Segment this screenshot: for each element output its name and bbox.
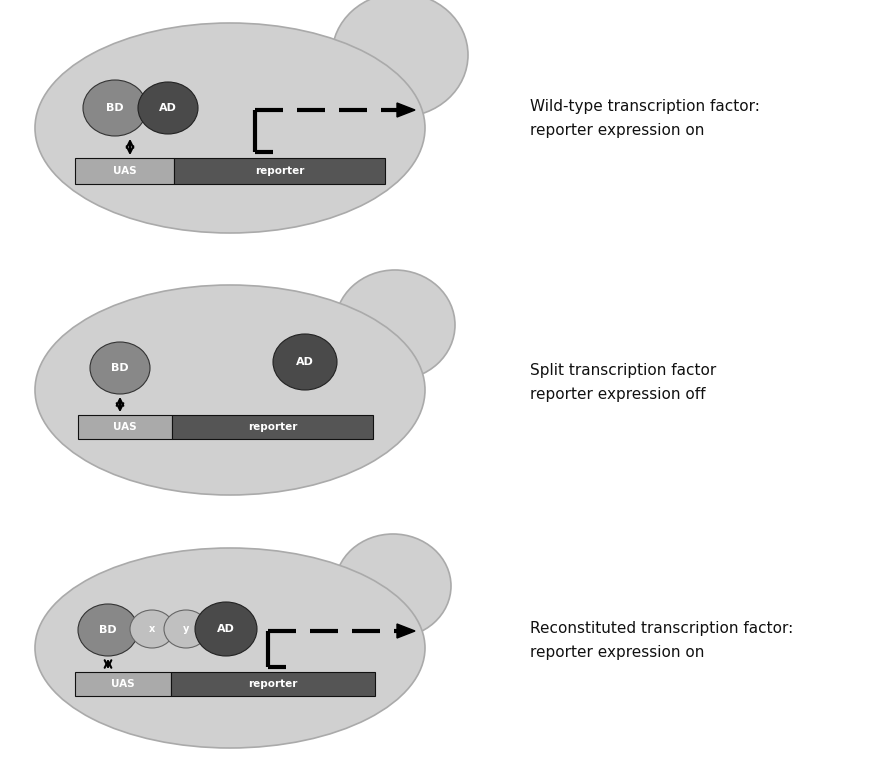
Text: UAS: UAS	[113, 166, 136, 176]
Ellipse shape	[130, 610, 174, 648]
Text: reporter expression off: reporter expression off	[530, 387, 705, 403]
Ellipse shape	[35, 23, 425, 233]
Text: Split transcription factor: Split transcription factor	[530, 364, 716, 378]
Text: reporter expression on: reporter expression on	[530, 123, 704, 137]
Text: reporter: reporter	[255, 166, 305, 176]
Text: reporter: reporter	[248, 679, 297, 689]
Text: AD: AD	[159, 103, 177, 113]
Bar	[171, 672, 375, 696]
Text: AD: AD	[296, 357, 314, 367]
Text: Reconstituted transcription factor:: Reconstituted transcription factor:	[530, 621, 793, 637]
Polygon shape	[397, 624, 415, 638]
Ellipse shape	[90, 342, 150, 394]
Ellipse shape	[138, 82, 198, 134]
Ellipse shape	[335, 270, 455, 380]
Ellipse shape	[164, 610, 208, 648]
Ellipse shape	[195, 602, 257, 656]
Bar	[78, 415, 172, 439]
Ellipse shape	[335, 534, 451, 638]
Text: UAS: UAS	[111, 679, 134, 689]
Text: BD: BD	[107, 103, 124, 113]
Text: BD: BD	[99, 625, 116, 635]
Ellipse shape	[273, 334, 337, 390]
Text: Wild-type transcription factor:: Wild-type transcription factor:	[530, 98, 760, 114]
Text: y: y	[183, 624, 189, 634]
Ellipse shape	[35, 285, 425, 495]
Text: reporter: reporter	[248, 422, 297, 432]
Bar	[75, 158, 174, 184]
Ellipse shape	[83, 80, 147, 136]
Bar	[172, 415, 373, 439]
Ellipse shape	[332, 0, 468, 117]
Text: UAS: UAS	[114, 422, 137, 432]
Text: reporter expression on: reporter expression on	[530, 646, 704, 660]
Bar	[174, 158, 385, 184]
Polygon shape	[397, 103, 415, 117]
Bar	[75, 672, 171, 696]
Text: AD: AD	[217, 624, 235, 634]
Text: x: x	[149, 624, 155, 634]
Ellipse shape	[35, 548, 425, 748]
Ellipse shape	[78, 604, 138, 656]
Text: BD: BD	[111, 363, 129, 373]
